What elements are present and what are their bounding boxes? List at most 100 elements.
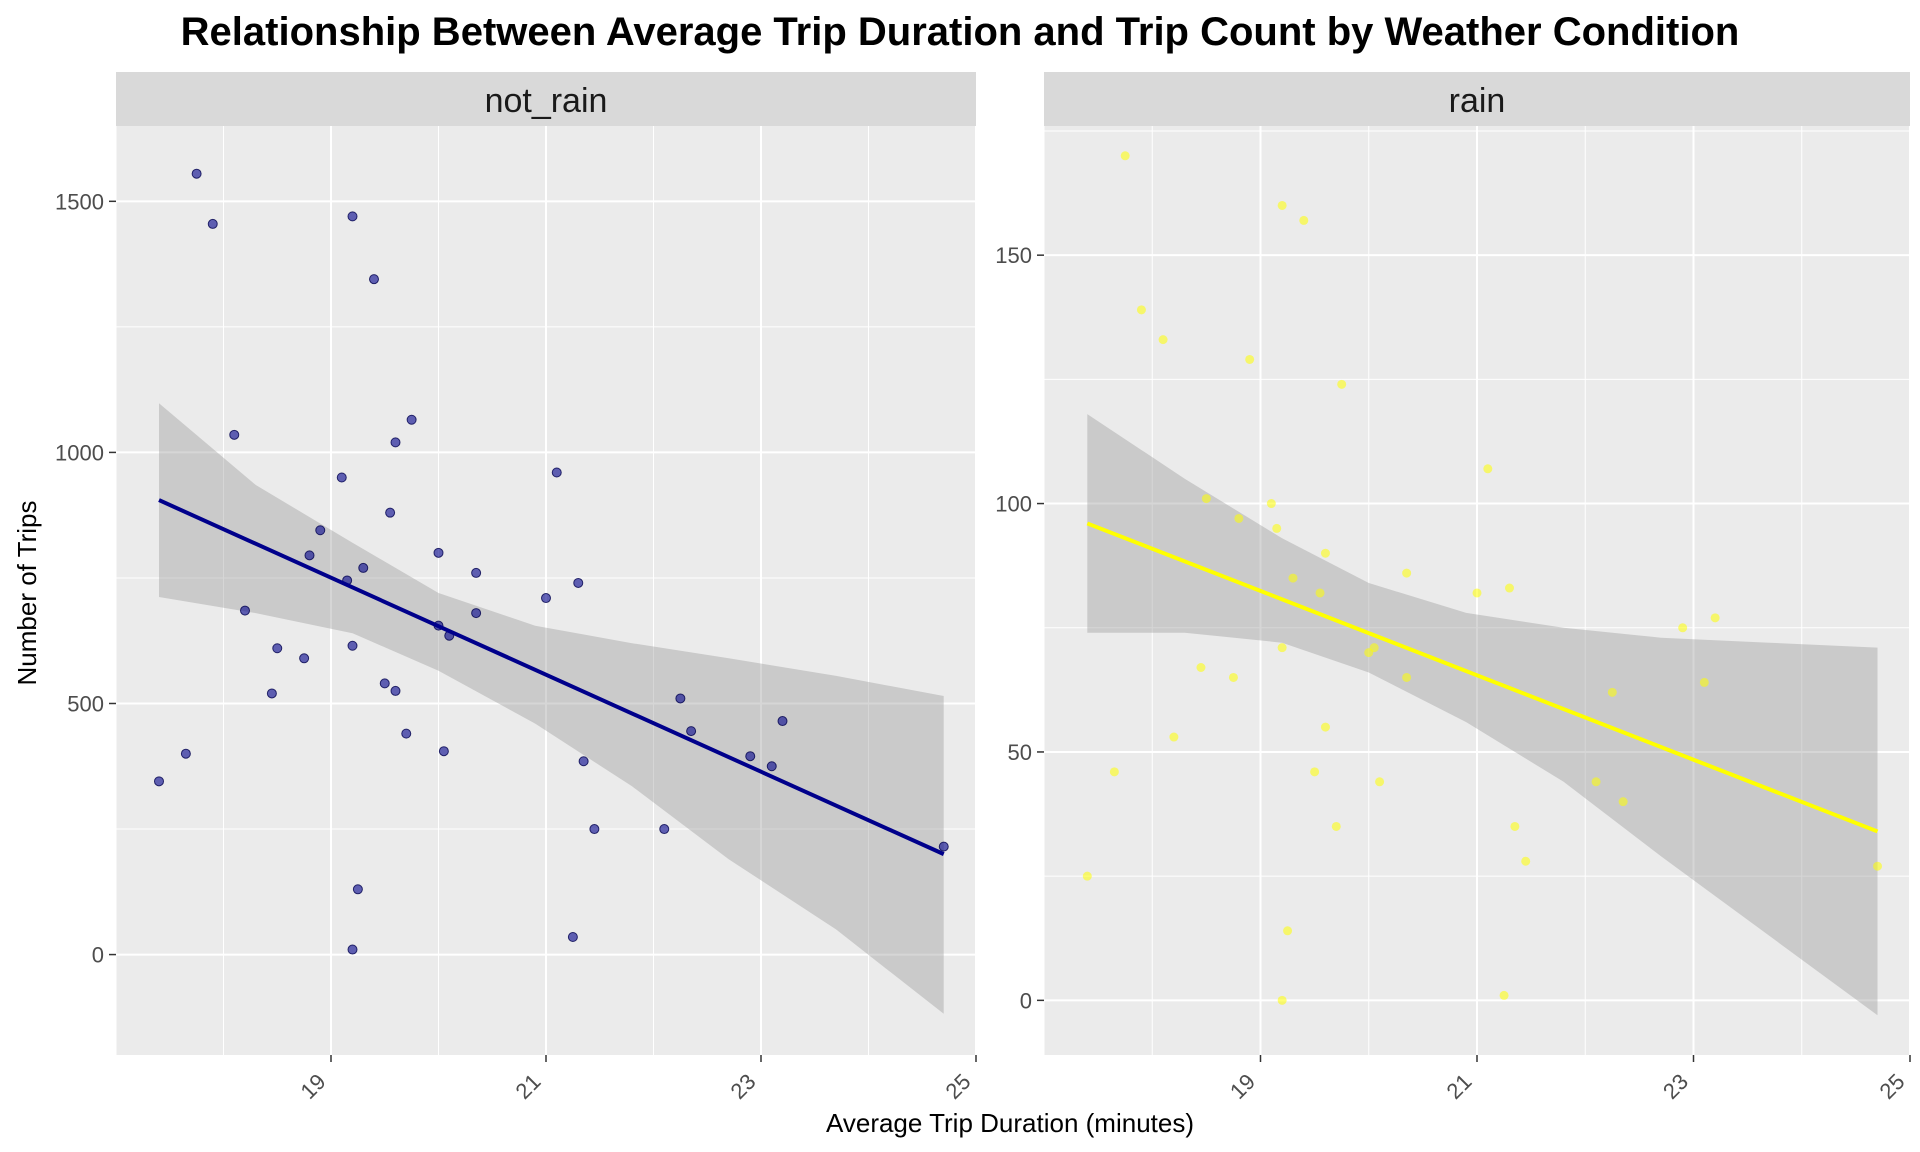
data-point xyxy=(471,567,482,578)
data-point xyxy=(304,550,315,561)
data-point xyxy=(1201,494,1211,504)
x-tick-label: 21 xyxy=(511,1069,546,1104)
data-point xyxy=(1310,767,1320,777)
data-point xyxy=(390,685,401,696)
data-point xyxy=(1472,588,1482,598)
panel-rain: rain 19 21 23 25 0 50 100 150 xyxy=(995,72,1911,1104)
trend-line xyxy=(1086,521,1879,834)
data-point xyxy=(541,593,551,604)
x-tick-label: 25 xyxy=(941,1069,976,1104)
y-tick-label: 0 xyxy=(92,943,104,968)
y-tick-label: 500 xyxy=(67,691,104,716)
data-point xyxy=(1699,677,1709,687)
data-point xyxy=(229,429,240,440)
data-point xyxy=(1618,797,1628,807)
data-point xyxy=(1337,379,1347,389)
y-tick-label: 0 xyxy=(1020,988,1032,1013)
x-tick-label: 25 xyxy=(1875,1069,1910,1104)
panel-not_rain: not_rain 19 21 23 25 0 500 1000 1500 xyxy=(55,72,977,1104)
data-point xyxy=(1375,777,1385,787)
x-tick-label: 23 xyxy=(726,1069,761,1104)
data-point xyxy=(299,653,310,664)
data-point xyxy=(406,414,417,425)
data-point xyxy=(358,562,369,573)
data-point xyxy=(675,693,686,704)
y-tick-label: 1500 xyxy=(55,189,104,214)
data-point xyxy=(1196,663,1206,673)
y-tick-label: 150 xyxy=(995,243,1032,268)
data-point xyxy=(1120,151,1130,161)
data-point xyxy=(1315,588,1325,598)
panel-strip-label: rain xyxy=(1449,82,1506,120)
data-point xyxy=(1710,613,1720,623)
data-point xyxy=(1266,499,1276,509)
data-point xyxy=(1678,623,1688,633)
data-point xyxy=(1591,777,1601,787)
x-tick-label: 21 xyxy=(1442,1069,1477,1104)
data-point xyxy=(777,716,788,727)
data-point xyxy=(385,507,396,518)
panel-strip-label: not_rain xyxy=(485,82,608,120)
x-tick-label: 23 xyxy=(1658,1069,1693,1104)
panel-strip xyxy=(1044,72,1910,126)
data-point xyxy=(1320,548,1330,558)
data-point xyxy=(180,748,191,759)
data-point xyxy=(567,931,578,942)
x-axis-title: Average Trip Duration (minutes) xyxy=(826,1108,1194,1138)
data-point xyxy=(938,841,949,852)
data-point xyxy=(1283,926,1293,936)
y-tick-label: 100 xyxy=(995,492,1032,517)
chart-title: Relationship Between Average Trip Durati… xyxy=(181,10,1740,54)
y-tick-label: 1000 xyxy=(55,440,104,465)
trend-line xyxy=(158,498,945,856)
data-point xyxy=(1245,354,1255,364)
data-point xyxy=(1607,687,1617,697)
data-point xyxy=(1402,672,1412,682)
data-point xyxy=(659,824,670,835)
data-point xyxy=(1402,568,1412,578)
data-point xyxy=(1299,215,1309,225)
data-point xyxy=(1510,821,1520,831)
data-point xyxy=(1369,643,1379,653)
data-point xyxy=(589,824,600,835)
data-point xyxy=(1331,821,1341,831)
data-point xyxy=(1873,861,1883,871)
data-point xyxy=(207,218,218,229)
data-point xyxy=(578,756,589,767)
data-point xyxy=(1288,573,1298,583)
data-point xyxy=(1504,583,1514,593)
data-point xyxy=(1169,732,1179,742)
y-axis-title: Number of Trips xyxy=(12,501,42,686)
data-point xyxy=(336,472,347,483)
data-point xyxy=(1320,722,1330,732)
data-point xyxy=(347,211,358,222)
panel-strip xyxy=(116,72,976,126)
data-point xyxy=(1272,523,1282,533)
data-point xyxy=(379,678,390,689)
data-point xyxy=(1277,995,1287,1005)
data-point xyxy=(745,751,756,762)
data-point xyxy=(1228,672,1238,682)
data-point xyxy=(240,605,250,616)
x-tick-label: 19 xyxy=(296,1069,331,1104)
data-point xyxy=(191,168,202,179)
panels-group: not_rain 19 21 23 25 0 500 1000 1500 rain 19 21 23 25… xyxy=(55,72,1911,1104)
data-point xyxy=(1136,305,1146,315)
data-point xyxy=(352,884,363,895)
data-point xyxy=(1234,513,1244,523)
data-point xyxy=(438,746,449,757)
data-point xyxy=(1521,856,1531,866)
data-point xyxy=(369,274,379,285)
data-point xyxy=(315,525,326,536)
data-point xyxy=(347,640,358,651)
y-tick-label: 50 xyxy=(1008,740,1032,765)
data-point xyxy=(1483,464,1493,474)
confidence-band xyxy=(159,403,944,1014)
data-point xyxy=(686,726,697,737)
data-point xyxy=(1082,871,1092,881)
data-point xyxy=(154,776,164,787)
data-point xyxy=(266,688,277,699)
data-point xyxy=(272,643,283,654)
